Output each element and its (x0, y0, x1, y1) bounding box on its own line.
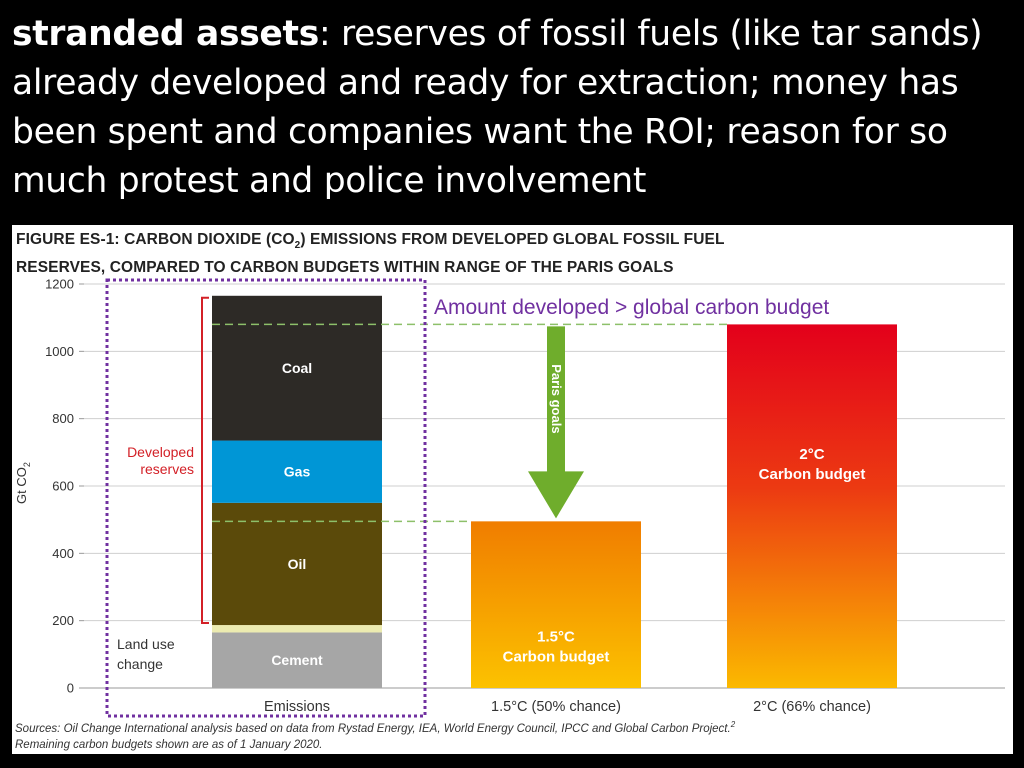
x-category-label-2: 2°C (66% chance) (753, 699, 871, 715)
y-tick-label-1200: 1200 (45, 277, 74, 292)
y-tick-label-400: 400 (52, 546, 74, 561)
sources-line1: Sources: Oil Change International analys… (15, 722, 731, 735)
chart: 0 200 400 600 800 1000 1200 Gt CO2 Cement Oil Gas C… (14, 277, 1005, 718)
y-axis-label: Gt CO2 (14, 462, 32, 504)
x-category-label-1: 1.5°C (50% chance) (491, 699, 621, 715)
budget-label-line2-1-5c: Carbon budget (503, 648, 610, 665)
headline-definition: : reserves of fossil fuels (like tar san… (12, 14, 983, 201)
segment-label-coal: Coal (282, 360, 312, 376)
sources-note: Sources: Oil Change International analys… (15, 717, 1005, 753)
figure-title-subscript: 2 (294, 240, 301, 252)
emissions-segment-land-use-change (212, 625, 382, 633)
emissions-segment-coal (212, 295, 382, 441)
developed-reserves-label-line2: reserves (140, 461, 194, 477)
budget-label-line2-2c: Carbon budget (759, 466, 866, 483)
amount-developed-annotation: Amount developed > global carbon budget (434, 296, 829, 319)
sources-superscript: 2 (730, 720, 736, 729)
figure-title-part-a: FIGURE ES-1: CARBON DIOXIDE (CO (16, 231, 295, 248)
budget-label-line1-1-5c: 1.5°C (537, 628, 575, 645)
y-axis-label-subscript: 2 (22, 462, 32, 467)
y-tick-label-600: 600 (52, 479, 74, 494)
developed-reserves-label-line1: Developed (127, 444, 194, 460)
paris-goals-arrow (528, 326, 584, 519)
y-axis-label-main: Gt CO (14, 467, 29, 504)
figure-title-line2: RESERVES, COMPARED TO CARBON BUDGETS WIT… (16, 259, 674, 277)
budget-bar-2c (727, 324, 897, 688)
emissions-segment-cement (212, 632, 382, 688)
headline: stranded assets: reserves of fossil fuel… (12, 10, 1017, 206)
x-category-label-0: Emissions (264, 699, 330, 715)
y-tick-label-1000: 1000 (45, 344, 74, 359)
sources-line2: Remaining carbon budgets shown are as of… (15, 738, 323, 751)
segment-label-cement: Cement (271, 652, 323, 668)
land-use-label-line2: change (117, 656, 163, 672)
figure-title-part-b: ) EMISSIONS FROM DEVELOPED GLOBAL FOSSIL… (300, 231, 725, 248)
emissions-segment-oil (212, 502, 382, 626)
budget-bar-1-5c (471, 521, 641, 688)
paris-goals-label: Paris goals (549, 364, 564, 433)
emissions-highlight-box (105, 278, 427, 718)
land-use-label-line1: Land use (117, 636, 175, 652)
y-tick-label-800: 800 (52, 411, 74, 426)
figure-panel: FIGURE ES-1: CARBON DIOXIDE (CO2) EMISSI… (12, 225, 1013, 754)
segment-label-gas: Gas (284, 464, 311, 480)
segment-label-oil: Oil (288, 556, 307, 572)
y-tick-label-200: 200 (52, 613, 74, 628)
y-tick-label-0: 0 (67, 681, 74, 696)
headline-term: stranded assets (12, 14, 319, 54)
developed-reserves-bracket (201, 296, 209, 625)
figure-title: FIGURE ES-1: CARBON DIOXIDE (CO2) EMISSI… (16, 229, 1006, 279)
emissions-segment-gas (212, 440, 382, 503)
budget-label-line1-2c: 2°C (799, 446, 824, 463)
